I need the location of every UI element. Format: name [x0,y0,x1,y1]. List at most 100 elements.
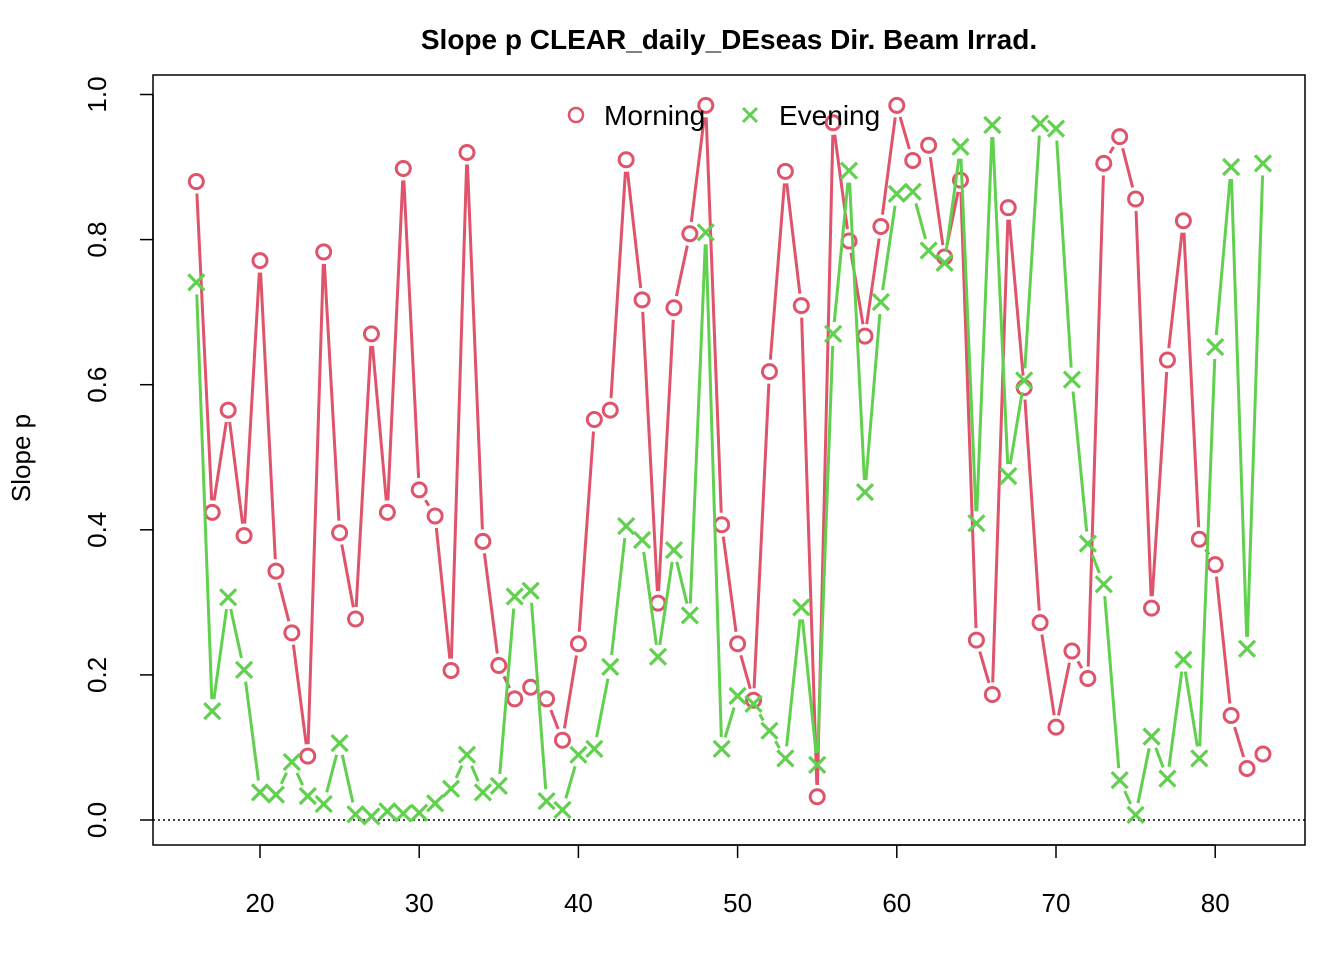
series-morning-segment [291,644,308,745]
series-morning-segment [449,164,469,659]
series-evening-segment [530,602,548,790]
series-morning-segment [402,180,421,478]
morning-point [1158,351,1176,369]
series-morning-segment [657,319,675,592]
morning-point [983,685,1001,703]
series-evening-segment [688,244,707,604]
series-morning-segment [689,117,706,223]
series-morning-segment [354,345,373,608]
morning-point [808,788,826,806]
evening-point [1158,769,1177,788]
evening-point [808,755,827,774]
series-evening-segment [212,608,228,700]
series-evening-segment [658,561,674,646]
morning-point [426,507,444,525]
series-morning-segment [465,164,484,530]
evening-point [1030,114,1050,133]
morning-point [633,291,651,309]
evening-point [457,745,477,764]
morning-point [776,162,794,180]
y-tick-label: 0.6 [82,367,112,403]
series-evening-segment [1071,391,1089,532]
series-evening-segment [774,740,781,749]
morning-point [1174,212,1192,230]
series-evening-segment [325,754,339,793]
morning-point [967,631,985,649]
y-tick-label: 0.8 [82,222,112,258]
evening-point [410,803,429,822]
evening-point [489,776,508,796]
series-morning-segment [1182,232,1201,528]
morning-point [1079,670,1097,688]
evening-point [712,739,731,759]
series-evening-segment [340,754,355,803]
series-evening-segment [816,345,835,753]
series-morning-segment [704,117,723,513]
series-morning-segment [739,654,752,690]
x-tick-label: 40 [564,888,593,918]
evening-point [919,241,938,260]
series-morning-segment [991,219,1010,683]
series-evening-segment [244,681,260,781]
evening-point [219,588,238,607]
series-morning-segment [865,238,881,325]
series-evening-segment [914,202,927,240]
morning-point [920,136,938,154]
morning-point [760,363,778,381]
series-morning-segment [424,499,431,507]
morning-point [729,635,747,653]
evening-point [553,800,572,819]
series-evening-segment [675,561,689,605]
y-tick-label: 0.0 [82,802,112,838]
series-morning-segment [800,317,819,785]
series-evening-segment [758,713,765,722]
series-morning-segment [674,245,689,297]
morning-point [1111,128,1129,146]
series-evening-segment [704,244,723,737]
series-evening-segment [848,182,866,481]
evening-point [346,805,365,824]
series-morning-segment [978,651,991,684]
evening-point [1190,749,1209,768]
series-evening-segment [1103,596,1121,769]
morning-point [299,747,317,765]
morning-point [585,411,603,429]
morning-point [665,299,683,317]
series-morning-segment [386,180,405,501]
series-evening-segment [959,158,978,512]
series-morning-segment [1056,662,1071,716]
series-evening [187,114,1273,826]
evening-point [680,606,699,625]
series-evening-segment [498,608,516,775]
morning-point [331,524,349,542]
evening-point [425,794,445,813]
series-evening-segment [1023,135,1041,369]
series-morning-segment [768,183,786,360]
x-tick-label: 30 [405,888,434,918]
evening-point [1253,154,1273,173]
series-morning-segment [1233,726,1246,758]
y-tick-label: 0.2 [82,657,112,693]
morning-point [410,481,428,499]
legend-evening-label: Evening [779,100,880,131]
morning-point [490,656,508,674]
morning-point [1143,599,1161,617]
evening-point [967,514,986,533]
series-evening-segment [642,551,658,646]
evening-point [1094,575,1113,594]
series-evening-segment [991,136,1010,465]
series-morning-segment [243,272,261,524]
legend: Morning Evening [567,100,880,131]
evening-point [282,752,301,772]
evening-point [1062,370,1082,389]
series-evening-segment [1055,140,1073,368]
series-morning-segment [785,183,802,294]
evening-point [999,466,1018,486]
evening-point [664,540,684,560]
evening-point [1126,805,1145,825]
evening-point [601,657,620,677]
series-evening-segment [975,136,994,512]
series-evening-segment [785,619,802,747]
morning-point [362,325,380,343]
evening-point [314,794,333,814]
